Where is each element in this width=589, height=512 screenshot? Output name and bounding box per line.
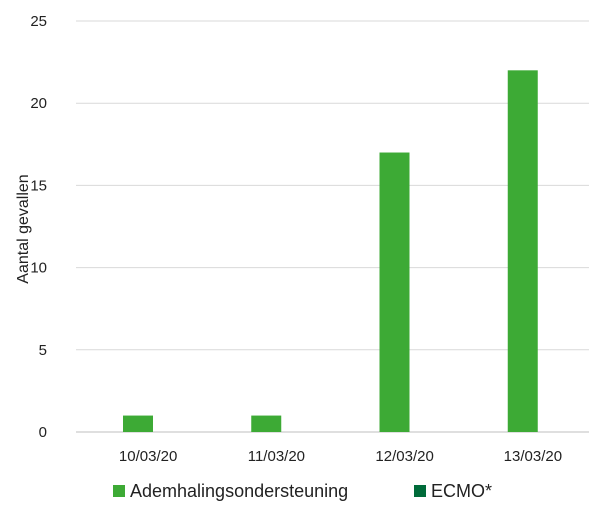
- x-axis-ticks: 10/03/20 11/03/20 12/03/20 13/03/20: [119, 448, 562, 465]
- legend: Ademhalingsondersteuning ECMO*: [113, 481, 492, 501]
- y-axis-ticks: 0 5 10 15 20 25: [30, 13, 47, 441]
- legend-label: Ademhalingsondersteuning: [130, 481, 348, 501]
- gridlines: [76, 20, 589, 433]
- x-tick-label: 11/03/20: [248, 448, 305, 465]
- y-tick-label: 0: [39, 424, 47, 441]
- bars: [123, 70, 538, 432]
- y-axis-title: Aantal gevallen: [15, 174, 32, 283]
- legend-swatch: [414, 485, 426, 497]
- x-tick-label: 10/03/20: [119, 448, 177, 465]
- bar-ademhaling: [507, 70, 538, 432]
- y-tick-label: 5: [39, 342, 47, 359]
- bar-ademhaling: [379, 152, 410, 432]
- legend-swatch: [113, 485, 125, 497]
- y-tick-label: 25: [30, 13, 47, 30]
- y-tick-label: 10: [30, 260, 47, 277]
- x-tick-label: 12/03/20: [375, 448, 433, 465]
- bar-ademhaling: [123, 415, 153, 432]
- x-tick-label: 13/03/20: [504, 448, 562, 465]
- y-tick-label: 20: [30, 95, 47, 112]
- legend-label: ECMO*: [431, 481, 492, 501]
- bar-ademhaling: [251, 415, 282, 432]
- y-tick-label: 15: [30, 177, 47, 194]
